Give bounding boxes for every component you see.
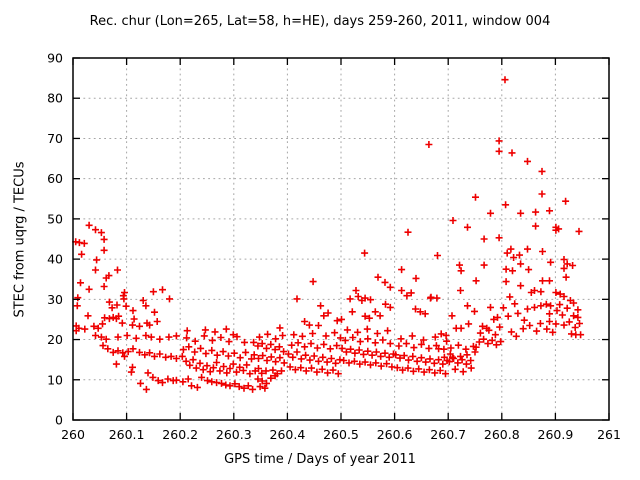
grid-lines	[72, 57, 610, 421]
y-tick-label: 0	[55, 413, 63, 428]
x-tick-label: 260.2	[162, 427, 198, 442]
y-tick-label: 90	[47, 51, 63, 66]
x-tick-label: 260	[61, 427, 85, 442]
tick-labels: 260 260.1 260.2 260.3 260.4 260.5 260.6 260.7 26…	[47, 51, 621, 443]
x-tick-label: 260.1	[109, 427, 145, 442]
y-tick-label: 80	[47, 91, 63, 106]
x-tick-label: 260.8	[484, 427, 520, 442]
x-tick-label: 260.3	[216, 427, 252, 442]
y-tick-label: 50	[47, 211, 63, 226]
x-tick-label: 260.6	[377, 427, 413, 442]
x-tick-label: 261	[597, 427, 621, 442]
axis-ticks	[72, 57, 610, 421]
x-tick-label: 260.5	[323, 427, 359, 442]
data-points	[72, 76, 585, 393]
x-tick-label: 260.4	[270, 427, 306, 442]
x-tick-label: 260.7	[430, 427, 466, 442]
x-axis-title: GPS time / Days of year 2011	[224, 452, 416, 467]
y-tick-label: 20	[47, 332, 63, 347]
y-tick-label: 60	[47, 171, 63, 186]
y-tick-label: 30	[47, 292, 63, 307]
y-tick-label: 40	[47, 252, 63, 267]
y-tick-label: 10	[47, 372, 63, 387]
y-tick-label: 70	[47, 131, 63, 146]
x-tick-label: 260.9	[538, 427, 574, 442]
chart-title: Rec. chur (Lon=265, Lat=58, h=HE), days …	[89, 14, 551, 29]
